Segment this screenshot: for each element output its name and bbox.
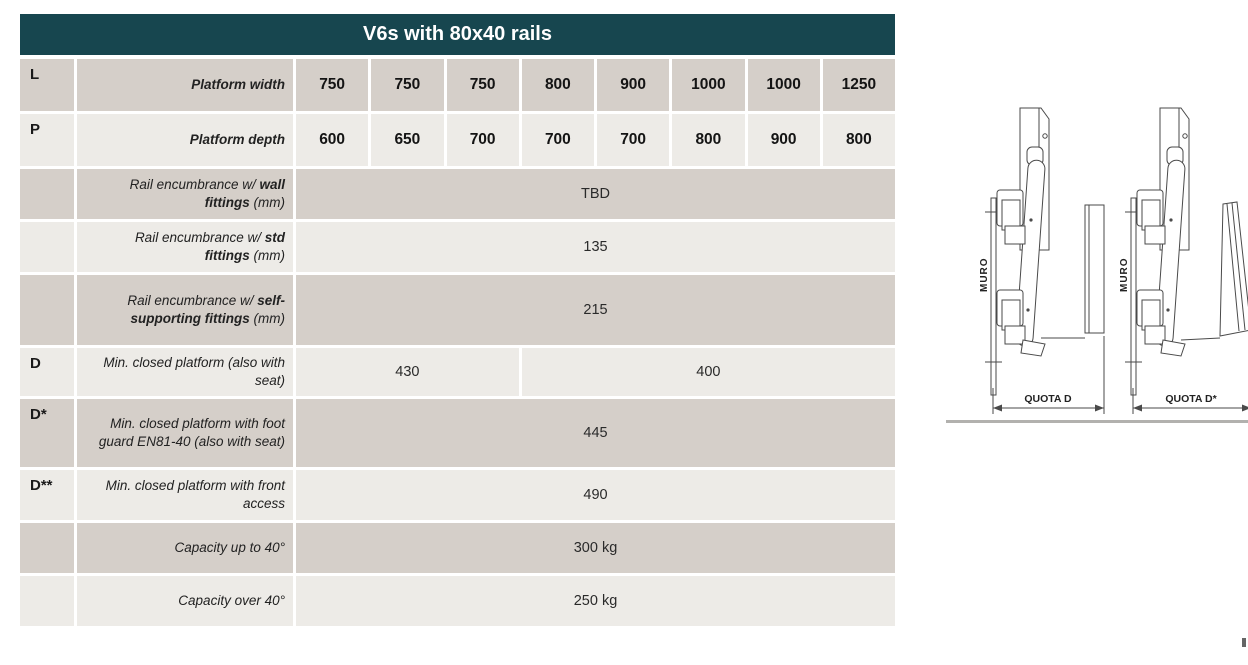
merged-value-cell: 430: [296, 348, 519, 396]
row-label: Rail encumbrance w/ wall fittings (mm): [77, 169, 293, 219]
value-cell: 750: [296, 59, 369, 111]
row-letter: D*: [20, 399, 74, 467]
value-cell: 700: [521, 114, 594, 166]
merged-value-cell: 400: [521, 348, 895, 396]
corner-artifact: [1242, 638, 1246, 647]
row-letter: [20, 169, 74, 219]
value-cell: 600: [296, 114, 369, 166]
folded-platform: [1084, 204, 1105, 334]
merged-value-cell: TBD: [296, 169, 895, 219]
arrow-left-icon: [993, 404, 1002, 412]
arrow-left-icon: [1133, 404, 1142, 412]
value-cell: 750: [446, 59, 519, 111]
foot-plate: [1160, 339, 1186, 357]
row-letter: P: [20, 114, 74, 166]
arrow-right-icon: [1242, 404, 1248, 412]
value-cell: 800: [521, 59, 594, 111]
wall-line: [1130, 197, 1137, 396]
row-label: Min. closed platform with front access: [77, 470, 293, 520]
merged-value-cell: 215: [296, 275, 895, 345]
row-label: Platform depth: [77, 114, 293, 166]
wall-bracket-lower: [996, 289, 1026, 345]
wall-line: [990, 197, 997, 396]
row-label: Rail encumbrance w/ self-supporting fitt…: [77, 275, 293, 345]
table-row: Capacity up to 40° 300 kg: [20, 523, 895, 573]
table-title-bar: V6s with 80x40 rails: [20, 14, 895, 55]
table-row: Rail encumbrance w/ std fittings (mm) 13…: [20, 222, 895, 272]
table-row: Rail encumbrance w/ wall fittings (mm) T…: [20, 169, 895, 219]
value-cell: 1000: [747, 59, 820, 111]
technical-drawing-quota-d-star: QUOTA D* MURO: [1115, 100, 1248, 425]
value-cell: 900: [597, 59, 670, 111]
value-cell: 700: [597, 114, 670, 166]
table-row: Capacity over 40° 250 kg: [20, 576, 895, 626]
table-row: D* Min. closed platform with foot guard …: [20, 399, 895, 467]
row-letter: D**: [20, 470, 74, 520]
row-label: Capacity over 40°: [77, 576, 293, 626]
row-letter: L: [20, 59, 74, 111]
wall-bracket-upper: [996, 189, 1026, 245]
row-letter: [20, 222, 74, 272]
dimension-label: QUOTA D*: [1165, 393, 1217, 405]
folded-platform-tilted: [1219, 201, 1248, 337]
row-label: Min. closed platform with foot guard EN8…: [77, 399, 293, 467]
table-row: L Platform width 750 750 750 800 900 100…: [20, 59, 895, 111]
arrow-right-icon: [1095, 404, 1104, 412]
merged-value-cell: 135: [296, 222, 895, 272]
table-row: D Min. closed platform (also with seat) …: [20, 348, 895, 396]
row-letter: D: [20, 348, 74, 396]
row-label: Platform width: [77, 59, 293, 111]
row-letter: [20, 275, 74, 345]
value-cell: 700: [446, 114, 519, 166]
wall-label: MURO: [979, 257, 990, 292]
row-label: Min. closed platform (also with seat): [77, 348, 293, 396]
merged-value-cell: 300 kg: [296, 523, 895, 573]
table-row: P Platform depth 600 650 700 700 700 800…: [20, 114, 895, 166]
wall-label: MURO: [1119, 257, 1130, 292]
value-cell: 800: [672, 114, 745, 166]
merged-value-cell: 490: [296, 470, 895, 520]
value-cell: 800: [822, 114, 895, 166]
merged-value-cell: 445: [296, 399, 895, 467]
table-row: D** Min. closed platform with front acce…: [20, 470, 895, 520]
row-label: Rail encumbrance w/ std fittings (mm): [77, 222, 293, 272]
page-edge-rule: [946, 420, 1248, 423]
value-cell: 1250: [822, 59, 895, 111]
row-letter: [20, 576, 74, 626]
row-letter: [20, 523, 74, 573]
dimension-label: QUOTA D: [1024, 393, 1072, 405]
wall-bracket-lower: [1136, 289, 1166, 345]
value-cell: 1000: [672, 59, 745, 111]
spec-table: L Platform width 750 750 750 800 900 100…: [20, 59, 895, 629]
value-cell: 650: [371, 114, 444, 166]
technical-drawing-quota-d: QUOTA D MURO: [975, 100, 1115, 425]
value-cell: 750: [371, 59, 444, 111]
wall-bracket-upper: [1136, 189, 1166, 245]
foot-plate: [1020, 339, 1046, 357]
row-label: Capacity up to 40°: [77, 523, 293, 573]
page-title: V6s with 80x40 rails: [362, 23, 552, 45]
merged-value-cell: 250 kg: [296, 576, 895, 626]
value-cell: 900: [747, 114, 820, 166]
table-row: Rail encumbrance w/ self-supporting fitt…: [20, 275, 895, 345]
